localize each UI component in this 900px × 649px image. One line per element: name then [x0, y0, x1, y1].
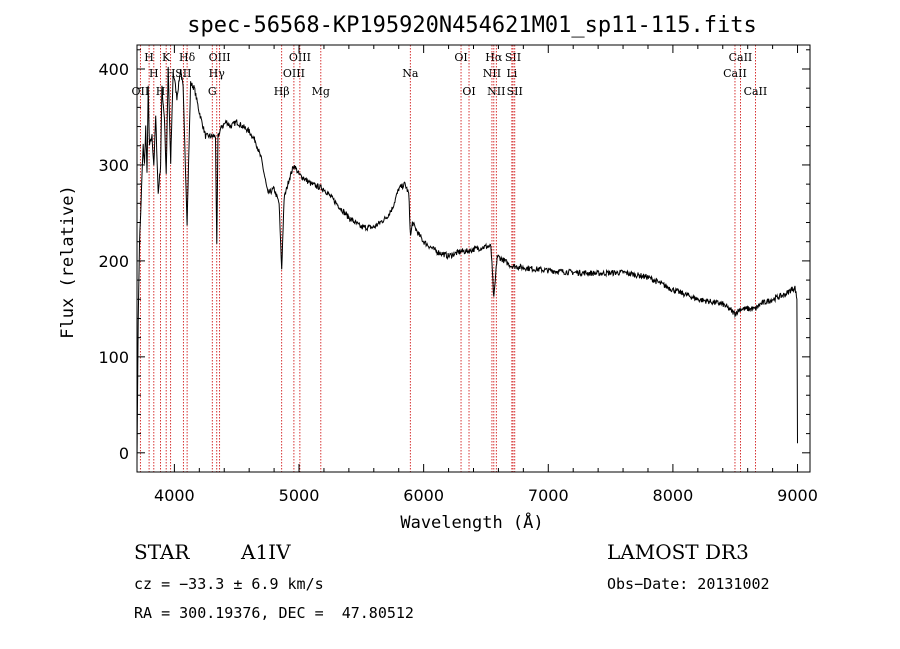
- y-tick-label-3: 300: [98, 156, 129, 175]
- spectral-line-label-14: Mg: [312, 85, 330, 98]
- x-tick-label-5: 9000: [777, 486, 818, 505]
- y-tick-label-0: 0: [119, 444, 129, 463]
- spectral-line-label-3: H: [156, 85, 166, 98]
- spectral-line-label-15: Na: [402, 67, 419, 80]
- spectral-line-label-8: OIII: [209, 51, 231, 64]
- axes: 4000 5000 6000 7000 8000 9000 0 100 200 300 400: [98, 44, 818, 505]
- flux-series-line: [136, 66, 798, 463]
- flux-trace-layer: [136, 66, 798, 463]
- object-subclass: A1IV: [241, 540, 291, 564]
- x-tick-label-1: 5000: [279, 486, 320, 505]
- spectral-line-label-1: OII: [132, 85, 150, 98]
- spectral-line-label-20: NII: [487, 85, 505, 98]
- spectral-line-label-17: OI: [462, 85, 475, 98]
- spectral-line-label-19: NII: [483, 67, 501, 80]
- spectral-line-label-21: SII: [505, 51, 521, 64]
- spectral-line-label-16: OI: [454, 51, 467, 64]
- spectral-line-label-10: G: [208, 85, 217, 98]
- spectral-line-label-18: Hα: [485, 51, 503, 64]
- x-tick-label-3: 7000: [528, 486, 569, 505]
- spectral-line-label-4: K: [162, 51, 171, 64]
- y-tick-label-2: 200: [98, 252, 129, 271]
- x-axis-label: Wavelength (Å): [400, 511, 543, 533]
- spectral-line-label-25: CaII: [723, 67, 747, 80]
- spectral-line-label-11: Hβ: [274, 85, 290, 98]
- x-tick-label-2: 6000: [403, 486, 444, 505]
- x-tick-label-0: 4000: [154, 486, 195, 505]
- y-tick-label-1: 100: [98, 348, 129, 367]
- spectral-line-label-23: SII: [507, 85, 523, 98]
- chart-title: spec-56568-KP195920N454621M01_sp11-115.f…: [187, 13, 757, 38]
- x-tick-label-4: 8000: [653, 486, 694, 505]
- y-axis-label: Flux (relative): [58, 185, 78, 339]
- plot-frame: [136, 44, 811, 473]
- spectral-line-label-12: OIII: [289, 51, 311, 64]
- redshift-readout: cz = −33.3 ± 6.9 km/s: [134, 575, 324, 593]
- spectral-line-label-6: Hδ: [179, 51, 196, 64]
- spectral-line-label-26: CaII: [744, 85, 768, 98]
- spectral-line-label-22: Li: [506, 67, 517, 80]
- spectral-line-label-0: H: [144, 51, 154, 64]
- survey-name: LAMOST DR3: [607, 540, 749, 564]
- object-class: STAR: [134, 540, 190, 564]
- spectral-line-label-9: Hγ: [209, 67, 226, 80]
- spectral-line-label-24: CaII: [729, 51, 753, 64]
- y-tick-label-4: 400: [98, 60, 129, 79]
- coordinates-readout: RA = 300.19376, DEC = 47.80512: [134, 604, 414, 622]
- spectral-line-label-7: SII: [175, 67, 191, 80]
- spectral-line-label-5: H: [166, 67, 176, 80]
- spectral-line-label-13: OIII: [283, 67, 305, 80]
- spectral-line-label-2: H: [149, 67, 159, 80]
- observation-date: Obs−Date: 20131002: [607, 575, 770, 593]
